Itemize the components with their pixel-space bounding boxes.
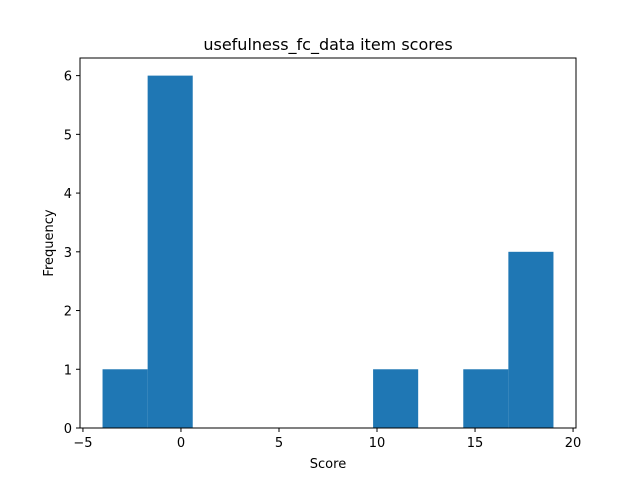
x-tick-label: 5 (275, 436, 283, 451)
x-tick-label: 10 (369, 436, 386, 451)
y-tick-label: 3 (64, 246, 72, 261)
y-tick-label: 1 (64, 363, 72, 378)
y-tick-label: 2 (64, 305, 72, 320)
histogram-bar (147, 75, 193, 428)
x-tick-label: 15 (467, 436, 484, 451)
histogram-bar (373, 369, 419, 428)
x-tick-label: 20 (565, 436, 582, 451)
y-axis-label: Frequency (42, 209, 57, 276)
histogram-bar (102, 369, 148, 428)
x-axis-label: Score (310, 457, 346, 472)
y-tick-label: 0 (64, 422, 72, 437)
y-tick-label: 6 (64, 70, 72, 85)
y-tick-label: 5 (64, 128, 72, 143)
x-tick-label: −5 (73, 436, 92, 451)
histogram-bar (508, 251, 554, 428)
plot-frame (79, 57, 577, 429)
y-tick-label: 4 (64, 187, 72, 202)
chart-title: usefulness_fc_data item scores (203, 35, 452, 55)
histogram-bar (463, 369, 509, 428)
bars-group (102, 75, 554, 428)
x-tick-label: 0 (177, 436, 185, 451)
